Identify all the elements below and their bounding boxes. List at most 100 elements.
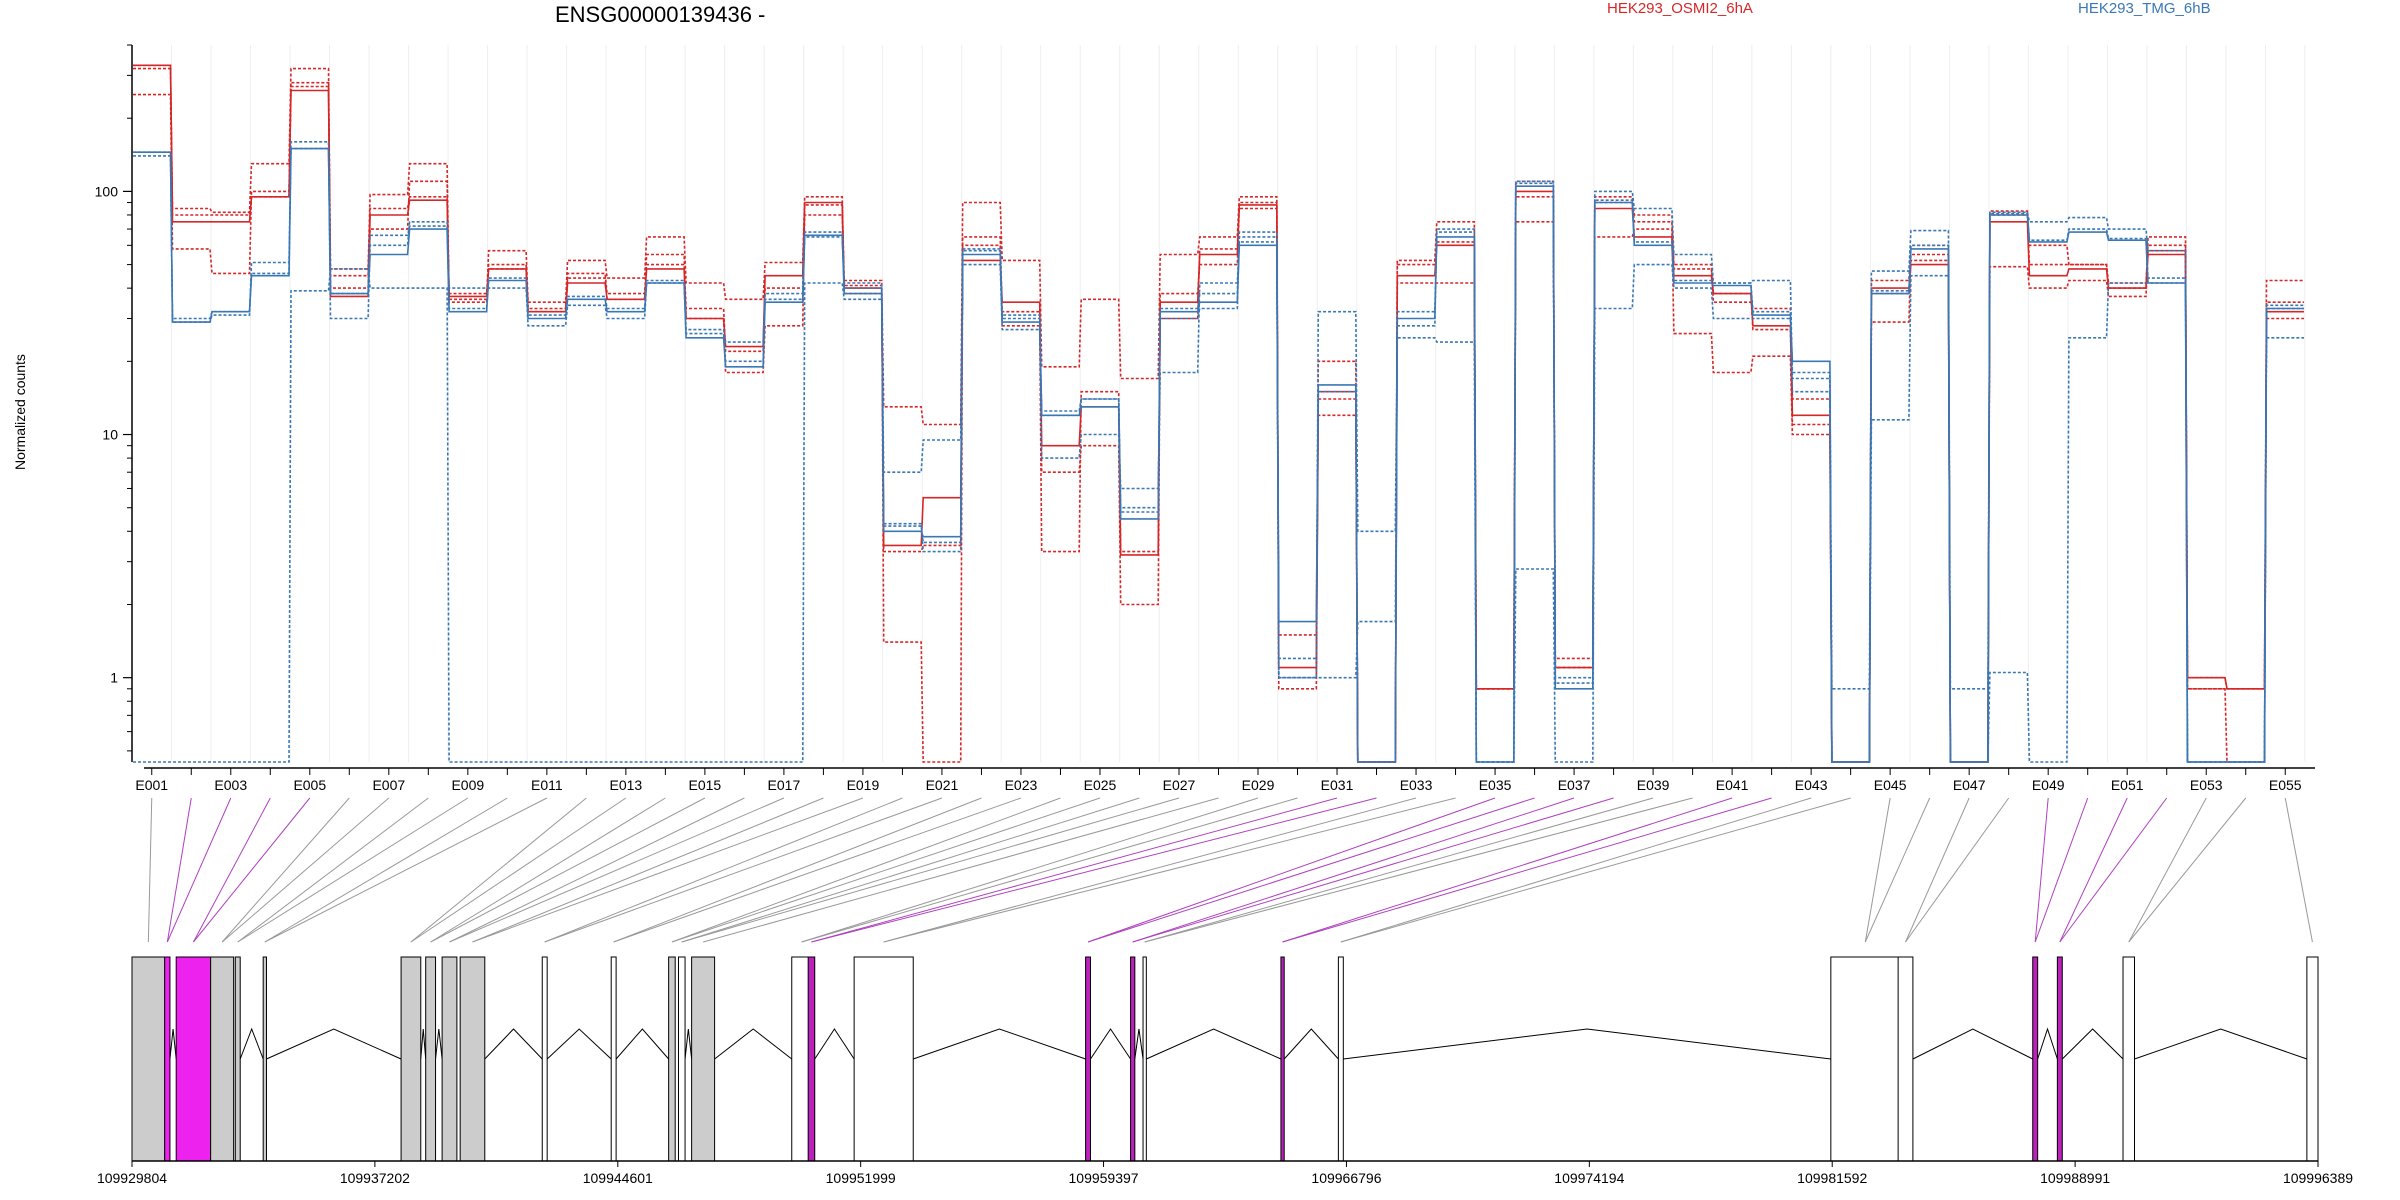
bin-connector [1087, 797, 1535, 943]
bin-connector [1340, 797, 1851, 943]
exon-box [677, 956, 686, 1162]
intron-line [615, 1028, 670, 1060]
genomic-tick-label: 109944601 [583, 1170, 653, 1186]
exon-box [210, 956, 235, 1162]
bin-connector [883, 797, 1417, 943]
x-tick-label: E031 [1321, 777, 1354, 793]
genomic-tick-label: 109981592 [1797, 1170, 1867, 1186]
series-line [133, 64, 2304, 763]
intron-line [420, 1028, 427, 1060]
exon-box [541, 956, 548, 1162]
y-tick-label: 10 [102, 427, 118, 443]
bin-connector [613, 797, 1022, 943]
exon-box [441, 956, 458, 1162]
bin-connector [237, 797, 429, 943]
exon-box [459, 956, 486, 1162]
intron-line [1912, 1028, 2033, 1060]
bin-connector [1087, 797, 1496, 943]
bin-connector [472, 797, 824, 943]
x-tick-label: E041 [1716, 777, 1749, 793]
x-tick-label: E007 [372, 777, 405, 793]
exon-box [2032, 956, 2039, 1162]
x-tick-label: E017 [768, 777, 801, 793]
chart-title: ENSG00000139436 - [555, 2, 766, 27]
bin-connector [221, 797, 390, 943]
bin-connector [671, 797, 1101, 943]
bin-connector [883, 797, 1456, 943]
intron-line [1343, 1028, 1831, 1060]
bin-connector [2034, 797, 2049, 943]
exon-box [234, 956, 241, 1162]
x-tick-label: E039 [1637, 777, 1670, 793]
intron-line [2061, 1028, 2124, 1060]
bin-connector [147, 797, 153, 943]
x-tick-label: E013 [610, 777, 643, 793]
bin-connector [811, 797, 1377, 943]
intron-line [714, 1028, 793, 1060]
x-tick-label: E025 [1084, 777, 1117, 793]
exon-box [691, 956, 716, 1162]
x-tick-label: E051 [2111, 777, 2144, 793]
x-tick-label: E027 [1163, 777, 1196, 793]
exon-box [262, 956, 267, 1162]
x-tick-label: E011 [531, 777, 563, 793]
bin-connector [166, 797, 232, 943]
intron-line [1090, 1028, 1131, 1060]
bin-connector [544, 797, 943, 943]
exon-box [1830, 956, 1901, 1162]
bin-connector [2034, 797, 2089, 943]
bin-connector [166, 797, 192, 943]
x-tick-label: E015 [689, 777, 722, 793]
exon-box [853, 956, 914, 1162]
bin-connector [801, 797, 1259, 943]
bin-connector [237, 797, 469, 943]
exon-box [2122, 956, 2136, 1162]
bin-connector [681, 797, 1140, 943]
exon-box [668, 956, 676, 1162]
intron-line [814, 1028, 855, 1060]
bin-connector [1132, 797, 1614, 943]
intron-line [1283, 1028, 1339, 1060]
bin-connector [671, 797, 1061, 943]
bin-connector [430, 797, 666, 943]
intron-line [2134, 1028, 2308, 1060]
x-tick-label: E001 [135, 777, 168, 793]
x-tick-label: E023 [1005, 777, 1038, 793]
x-tick-label: E035 [1479, 777, 1512, 793]
exon-box [2306, 956, 2319, 1162]
genomic-tick-label: 109966796 [1311, 1170, 1381, 1186]
intron-line [435, 1028, 443, 1060]
intron-line [2037, 1027, 2058, 1060]
exon-box [807, 956, 816, 1162]
bin-connector [2059, 797, 2128, 943]
bin-connector [193, 797, 311, 943]
bin-connector [681, 797, 1180, 943]
bin-connector [811, 797, 1338, 943]
x-tick-label: E003 [214, 777, 247, 793]
intron-line [1146, 1028, 1282, 1060]
exon-box [2056, 956, 2063, 1162]
genomic-tick-label: 109974194 [1554, 1170, 1624, 1186]
x-tick-label: E029 [1242, 777, 1275, 793]
exon-box [1130, 956, 1136, 1162]
bin-connector [1864, 797, 1891, 943]
bin-connector [702, 797, 1219, 943]
x-tick-label: E005 [293, 777, 326, 793]
genomic-tick-label: 109929804 [97, 1170, 167, 1186]
bin-connector [221, 797, 350, 943]
bin-connector [410, 797, 627, 943]
bin-connector [1144, 797, 1654, 943]
series-line [133, 147, 2304, 763]
bin-connector [449, 797, 745, 943]
series-line [133, 67, 2304, 763]
exon-box [1085, 956, 1092, 1162]
x-tick-label: E009 [451, 777, 484, 793]
bin-connector [192, 797, 271, 943]
series-line [133, 141, 2304, 763]
exon-box [610, 956, 617, 1162]
x-tick-label: E033 [1400, 777, 1433, 793]
intron-line [484, 1028, 543, 1060]
series-line [133, 231, 2304, 763]
